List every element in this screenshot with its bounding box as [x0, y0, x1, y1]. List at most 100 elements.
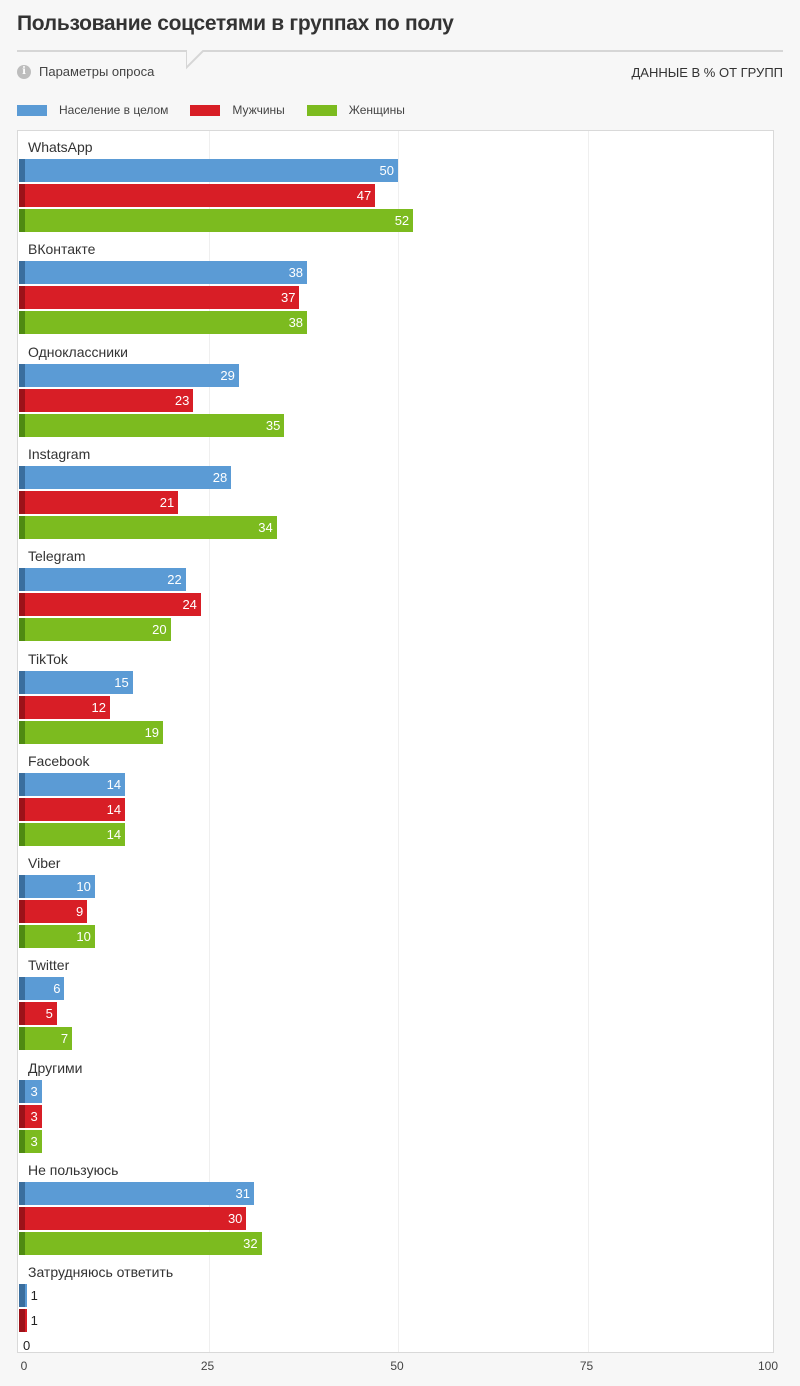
bar[interactable]	[19, 1232, 262, 1255]
legend-item-men[interactable]: Мужчины	[190, 103, 285, 117]
bar-stub	[19, 311, 25, 335]
title-divider	[17, 50, 783, 52]
legend-swatch-women	[306, 104, 337, 116]
bar-value-label: 1	[30, 1313, 38, 1329]
bar[interactable]	[19, 618, 171, 642]
bar[interactable]	[19, 1129, 42, 1153]
bar[interactable]	[19, 1079, 42, 1103]
bar-stub	[19, 977, 25, 1001]
bar[interactable]	[19, 875, 95, 899]
bar[interactable]	[19, 261, 308, 285]
bar-stub	[19, 797, 25, 821]
bar-value-label: 30	[227, 1211, 243, 1226]
bar[interactable]	[19, 1207, 247, 1230]
info-icon: i	[17, 64, 31, 79]
legend-item-total[interactable]: Население в целом	[17, 103, 168, 117]
bar-value-label: 14	[106, 776, 122, 792]
bar-stub	[19, 286, 25, 310]
bar-stub	[19, 515, 25, 539]
bar[interactable]	[19, 465, 232, 489]
bar[interactable]	[19, 772, 126, 796]
bar-value-label: 37	[281, 290, 296, 306]
bar[interactable]	[19, 977, 65, 1001]
bar-stub	[19, 900, 25, 924]
bar[interactable]	[19, 1002, 57, 1026]
bar-value-label: 38	[288, 315, 304, 331]
bar[interactable]	[19, 286, 300, 310]
gridline-75	[587, 131, 589, 1352]
bar-stub	[19, 568, 25, 592]
legend-item-women[interactable]: Женщины	[306, 103, 405, 117]
bar-stub	[19, 1232, 25, 1255]
category-label: Viber	[28, 855, 61, 872]
bar-value-label: 23	[174, 392, 190, 408]
category-label: Не пользуюсь	[28, 1162, 119, 1178]
bar[interactable]	[19, 1027, 73, 1051]
bar-stub	[19, 1027, 25, 1051]
bar[interactable]	[19, 490, 179, 514]
bar-stub	[19, 1002, 25, 1026]
bar[interactable]	[19, 670, 133, 694]
bar-value-label: 50	[379, 163, 394, 178]
bar-value-label: 35	[265, 417, 281, 433]
bar[interactable]	[19, 797, 126, 821]
bar-stub	[19, 618, 25, 642]
bar-value-label: 38	[288, 265, 304, 281]
bar[interactable]	[19, 159, 398, 182]
bar-value-label: 14	[106, 826, 122, 842]
bar[interactable]	[19, 1182, 254, 1205]
bar-stub	[19, 209, 25, 232]
bar-stub	[19, 1104, 25, 1128]
legend-label-men: Мужчины	[232, 103, 285, 117]
bar-stub	[19, 413, 25, 437]
bar-value-label: 47	[356, 188, 372, 203]
bar[interactable]	[19, 593, 201, 617]
bar[interactable]	[19, 1104, 42, 1128]
gridline-25	[208, 131, 210, 1352]
bar-value-label: 6	[53, 981, 61, 997]
bar-stub	[19, 720, 25, 744]
bar-value-label: 22	[167, 572, 182, 588]
legend: Население в целом Мужчины Женщины	[17, 103, 427, 117]
bar[interactable]	[19, 822, 126, 846]
bar[interactable]	[19, 1309, 27, 1333]
bar[interactable]	[19, 925, 95, 949]
bar[interactable]	[19, 209, 414, 232]
bar-stub	[19, 1182, 25, 1205]
bar[interactable]	[19, 900, 88, 924]
bar-value-label: 3	[30, 1083, 38, 1099]
bar[interactable]	[19, 1284, 27, 1308]
bar-stub	[19, 593, 25, 617]
bar-stub	[19, 1079, 25, 1103]
bar-stub	[19, 875, 25, 899]
bar[interactable]	[19, 388, 194, 412]
bar-stub	[19, 465, 25, 489]
bar-value-label: 52	[394, 213, 410, 228]
legend-swatch-men	[190, 104, 221, 116]
bar-value-label: 24	[182, 597, 197, 613]
category-label: Instagram	[28, 445, 91, 462]
bar[interactable]	[19, 311, 308, 335]
legend-label-women: Женщины	[348, 103, 405, 117]
bar-stub	[19, 1129, 25, 1153]
bar-value-label: 32	[243, 1236, 258, 1251]
bar[interactable]	[19, 568, 186, 592]
bar[interactable]	[19, 515, 277, 539]
survey-params-label: Параметры опроса	[39, 64, 155, 79]
bar[interactable]	[19, 413, 285, 437]
x-tick-label: 50	[390, 1359, 404, 1373]
bar[interactable]	[19, 720, 164, 744]
survey-params-button[interactable]: i Параметры опроса	[17, 64, 154, 79]
bar-value-label: 9	[76, 904, 84, 920]
bar-value-label: 14	[106, 801, 122, 817]
bar-value-label: 10	[76, 929, 91, 945]
bar[interactable]	[19, 695, 110, 719]
bar-value-label: 10	[76, 879, 91, 895]
bar-value-label: 34	[258, 519, 273, 535]
category-label: Facebook	[28, 752, 90, 769]
bar[interactable]	[19, 363, 239, 387]
chart-title: Пользование соцсетями в группах по полу	[17, 12, 454, 35]
bar-stub	[19, 363, 25, 387]
bar[interactable]	[19, 184, 376, 207]
chart-plot-area: WhatsApp 50 47 52 ВКонтакте 38 37 38 Одноклассни…	[17, 130, 774, 1353]
